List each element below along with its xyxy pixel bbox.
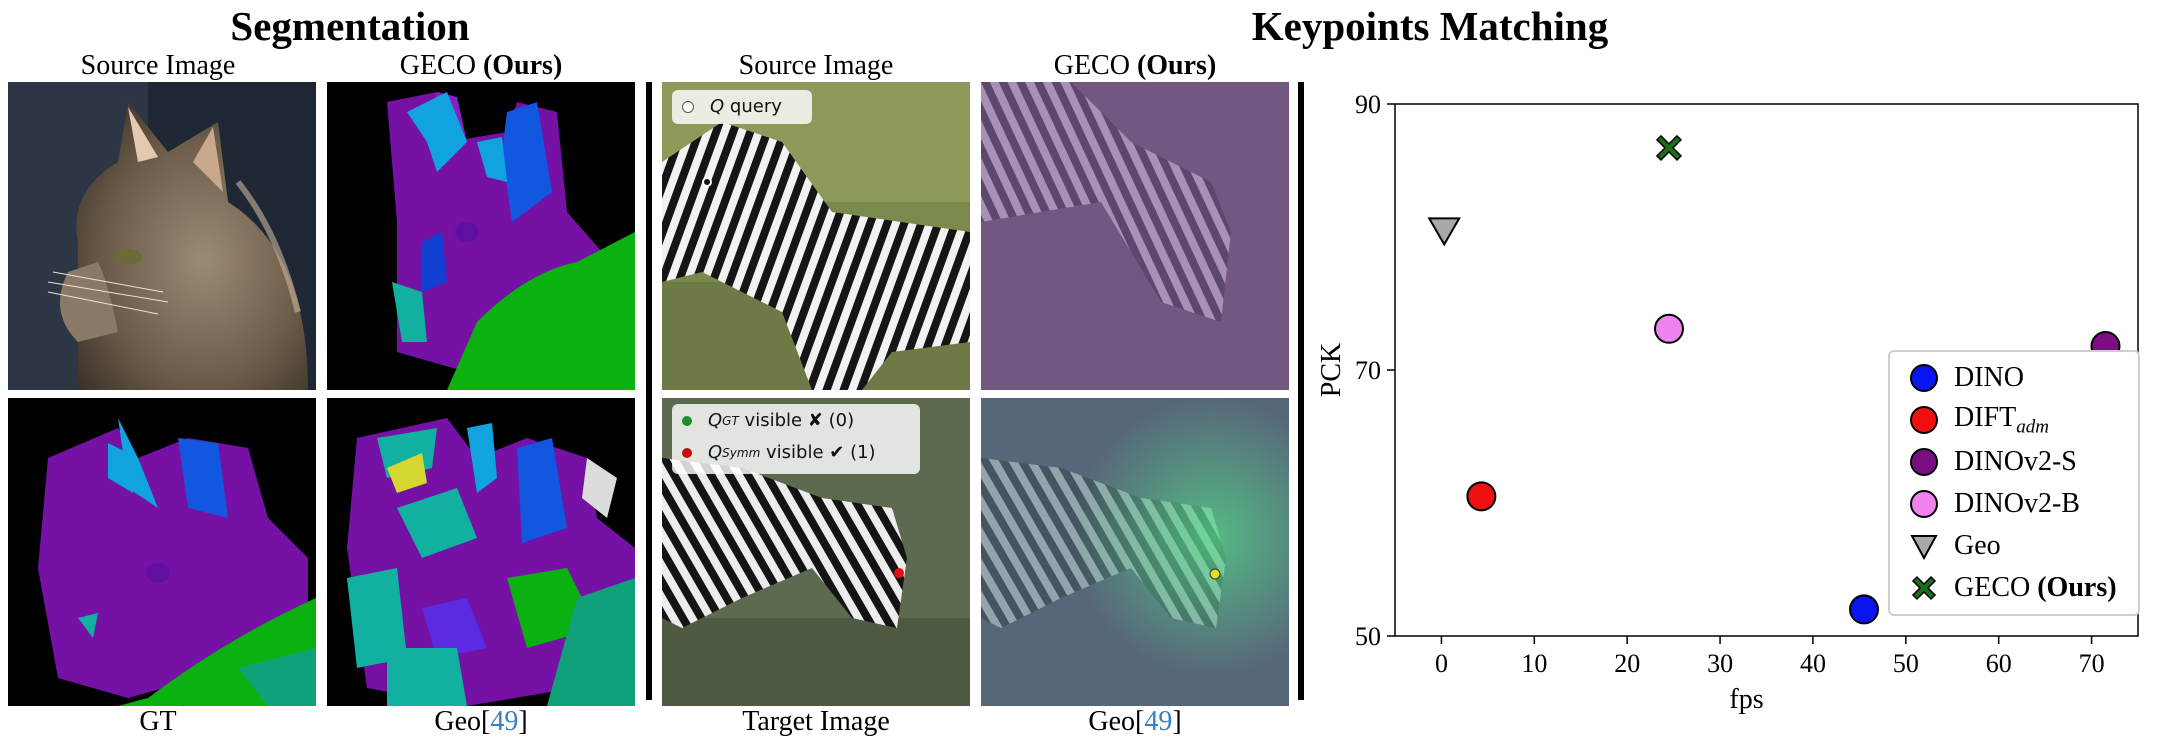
gt-sub: GT: [722, 413, 739, 428]
legend-geo-label: Geo: [1954, 530, 2001, 561]
point-geo: [1427, 217, 1461, 247]
legend-item-dift: DIFTadm: [1908, 400, 2049, 440]
x-tick-label: 60: [1986, 649, 2012, 678]
kp-geo-caption-ref[interactable]: 49: [1144, 706, 1173, 737]
kp-source-caption: Source Image: [738, 50, 894, 81]
divider-keypoints-chart: [1298, 82, 1304, 700]
x-tick-label: 40: [1800, 649, 1826, 678]
zebra-source-photo: Q query: [662, 82, 970, 390]
geco-segmentation-top: [327, 82, 635, 390]
seg-geo-caption: Geo[49]: [327, 706, 635, 738]
x-tick-label: 30: [1707, 649, 1733, 678]
point-dinov2-b: [1653, 313, 1684, 344]
legend-dinov2-b-marker: [1908, 488, 1940, 520]
seg-geo-caption-close: ]: [518, 706, 528, 737]
seg-geco-caption: GECO (Ours): [327, 50, 635, 82]
legend-item-dinov2-s: DINOv2-S: [1908, 442, 2077, 482]
gt-symbol: Q: [708, 410, 723, 431]
seg-geco-caption-ours: (Ours): [482, 50, 563, 81]
geo-keypoint-heatmap: [981, 398, 1289, 706]
query-label: query: [729, 96, 782, 117]
symm-symbol: Q: [708, 442, 723, 463]
kp-geo-caption-name: Geo[: [1088, 706, 1145, 737]
seg-gt-caption: GT: [139, 706, 177, 737]
chart-legend: DINO DIFTadm DINOv2-S DINOv2-B Geo GECO …: [1888, 350, 2140, 616]
point-geco: [1655, 134, 1683, 161]
symm-visibility-label: visible ✔ (1): [766, 442, 876, 463]
cat-source-photo: [8, 82, 316, 390]
y-axis-label: PCK: [1316, 343, 1347, 397]
query-legend-box: Q query: [672, 90, 812, 124]
point-dift: [1466, 481, 1497, 512]
legend-dino-label: DINO: [1954, 362, 2024, 393]
point-dino: [1849, 594, 1880, 625]
legend-dift-label: DIFTadm: [1954, 401, 2049, 438]
gt-marker-icon: [682, 415, 692, 426]
legend-dinov2-s-label: DINOv2-S: [1954, 446, 2077, 477]
legend-item-geo: Geo: [1908, 526, 2001, 566]
divider-seg-keypoints: [646, 82, 652, 700]
legend-dift-marker: [1908, 404, 1940, 436]
geco-keypoint-heatmap: [981, 82, 1289, 390]
legend-item-dinov2-b: DINOv2-B: [1908, 484, 2080, 524]
x-tick-label: 70: [2079, 649, 2105, 678]
pck-fps-chart: 0 10 20 30 40 50 60 70 50 70 90 fps PCK DINO DIFTadm…: [1310, 80, 2160, 720]
legend-geco-marker: [1908, 572, 1940, 604]
zebra-target-photo: Q GT visible ✘ (0) Q Symm visible ✔ (1): [662, 398, 970, 706]
y-tick-label: 70: [1355, 356, 1381, 385]
legend-geco-label: GECO (Ours): [1954, 572, 2117, 603]
gt-segmentation: [8, 398, 316, 706]
kp-geo-caption-close: ]: [1172, 706, 1182, 737]
legend-geo-marker: [1908, 530, 1940, 562]
legend-dinov2-b-label: DINOv2-B: [1954, 488, 2080, 519]
legend-item-geco: GECO (Ours): [1908, 568, 2117, 608]
seg-geco-caption-name: GECO: [399, 50, 483, 81]
kp-target-caption: Target Image: [742, 706, 890, 737]
legend-dinov2-s-marker: [1908, 446, 1940, 478]
query-symbol: Q: [710, 96, 725, 117]
symm-marker-icon: [682, 447, 692, 458]
symm-sub: Symm: [722, 445, 761, 460]
y-tick-label: 90: [1355, 90, 1381, 119]
kp-geco-caption-ours: (Ours): [1136, 50, 1217, 81]
y-tick-label: 50: [1355, 622, 1381, 651]
x-axis-label: fps: [1729, 684, 1763, 715]
visibility-legend-box: Q GT visible ✘ (0) Q Symm visible ✔ (1): [672, 404, 920, 474]
x-tick-label: 20: [1614, 649, 1640, 678]
x-tick-label: 50: [1893, 649, 1919, 678]
seg-geo-caption-ref[interactable]: 49: [490, 706, 519, 737]
kp-geco-caption-name: GECO: [1053, 50, 1137, 81]
seg-geo-caption-name: Geo[: [434, 706, 491, 737]
kp-geco-caption: GECO (Ours): [981, 50, 1289, 82]
x-tick-label: 10: [1521, 649, 1547, 678]
kp-geo-caption: Geo[49]: [981, 706, 1289, 738]
query-marker-icon: [682, 100, 694, 113]
geo-segmentation: [327, 398, 635, 706]
legend-dino-marker: [1908, 362, 1940, 394]
seg-source-caption: Source Image: [80, 50, 236, 81]
legend-item-dino: DINO: [1908, 358, 2024, 398]
segmentation-title: Segmentation: [230, 3, 470, 49]
x-tick-label: 0: [1435, 649, 1448, 678]
gt-visibility-label: visible ✘ (0): [744, 410, 855, 431]
keypoints-title: Keypoints Matching: [1251, 3, 1609, 49]
